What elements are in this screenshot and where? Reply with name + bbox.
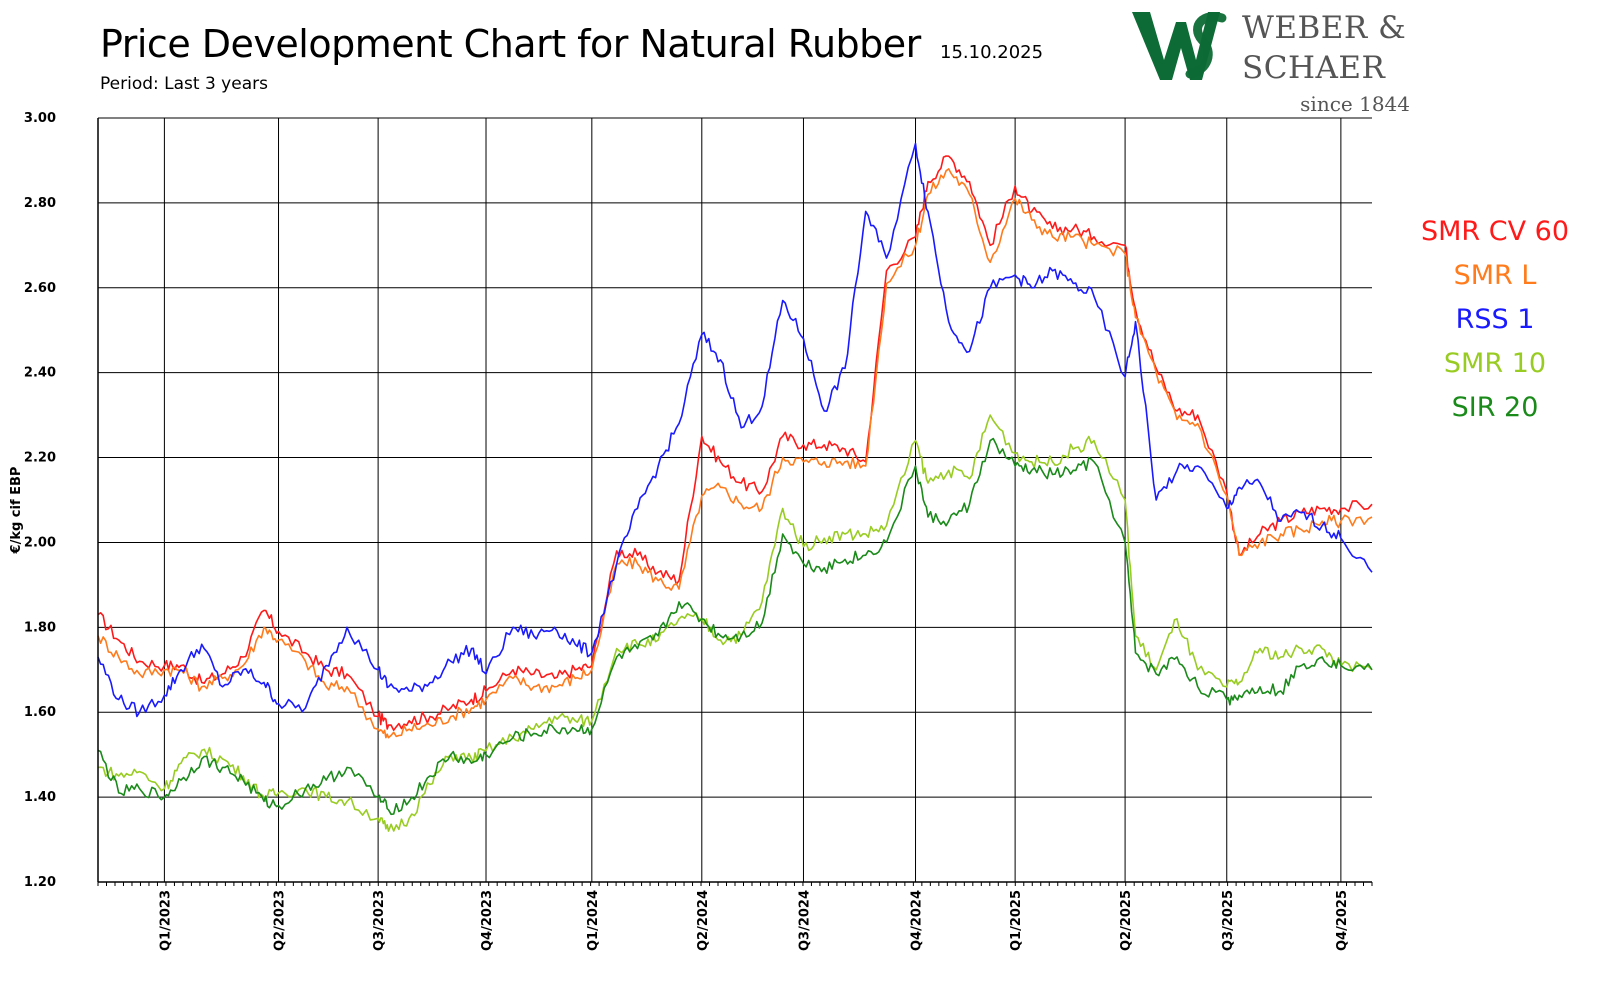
y-tick-label: 2.00 <box>24 535 56 550</box>
x-tick-label: Q4/2025 <box>1335 890 1350 951</box>
legend-item: RSS 1 <box>1455 304 1535 335</box>
series-line-rss-1 <box>97 142 1373 718</box>
legend-item: SMR L <box>1453 260 1537 291</box>
y-tick-label: 2.60 <box>24 281 56 296</box>
series-line-sir-20 <box>97 437 1373 816</box>
y-tick-label: 2.20 <box>24 451 56 466</box>
series-line-smr-10 <box>97 414 1373 832</box>
series-line-smr-cv-60 <box>97 155 1373 732</box>
x-tick-label: Q2/2023 <box>273 890 288 951</box>
x-tick-label: Q2/2025 <box>1119 890 1134 951</box>
y-tick-label: 1.80 <box>24 620 56 635</box>
logo-since: since 1844 <box>1300 92 1410 116</box>
x-tick-label: Q3/2025 <box>1221 890 1236 951</box>
x-tick-label: Q1/2025 <box>1009 890 1024 951</box>
y-tick-label: 1.60 <box>24 705 56 720</box>
y-tick-label: 1.20 <box>24 875 56 890</box>
y-tick-label: 1.40 <box>24 790 56 805</box>
series-line-smr-l <box>97 168 1373 739</box>
y-tick-label: 2.80 <box>24 196 56 211</box>
chart-title: Price Development Chart for Natural Rubb… <box>100 22 921 66</box>
y-axis-label: €/kg cif EBP <box>9 467 24 555</box>
legend-item: SMR CV 60 <box>1420 216 1570 247</box>
x-tick-label: Q3/2024 <box>797 890 812 951</box>
legend-item: SMR 10 <box>1443 348 1547 379</box>
logo-text-line2: SCHAER <box>1242 50 1386 86</box>
x-tick-label: Q1/2024 <box>586 890 601 951</box>
axes: 1.20 1.40 1.60 1.80 2.00 2.20 2.40 2.60 2.80 3.00… <box>9 111 1373 951</box>
x-tick-label: Q2/2024 <box>696 890 711 951</box>
ws-monogram-icon <box>1132 12 1227 80</box>
series-lines <box>97 142 1373 832</box>
company-logo: WEBER & SCHAER since 1844 <box>1130 6 1410 116</box>
legend: SMR CV 60 SMR L RSS 1 SMR 10 SIR 20 <box>1395 210 1595 430</box>
y-tick-label: 3.00 <box>24 111 56 126</box>
x-tick-label: Q4/2023 <box>480 890 495 951</box>
logo-text-line1: WEBER & <box>1242 10 1407 46</box>
chart-period: Period: Last 3 years <box>100 74 268 94</box>
y-tick-label: 2.40 <box>24 366 56 381</box>
x-tick-label: Q4/2024 <box>910 890 925 951</box>
chart-date: 15.10.2025 <box>940 42 1044 63</box>
x-tick-label: Q3/2023 <box>372 890 387 951</box>
x-tick-label: Q1/2023 <box>158 890 173 951</box>
legend-item: SIR 20 <box>1451 392 1539 423</box>
